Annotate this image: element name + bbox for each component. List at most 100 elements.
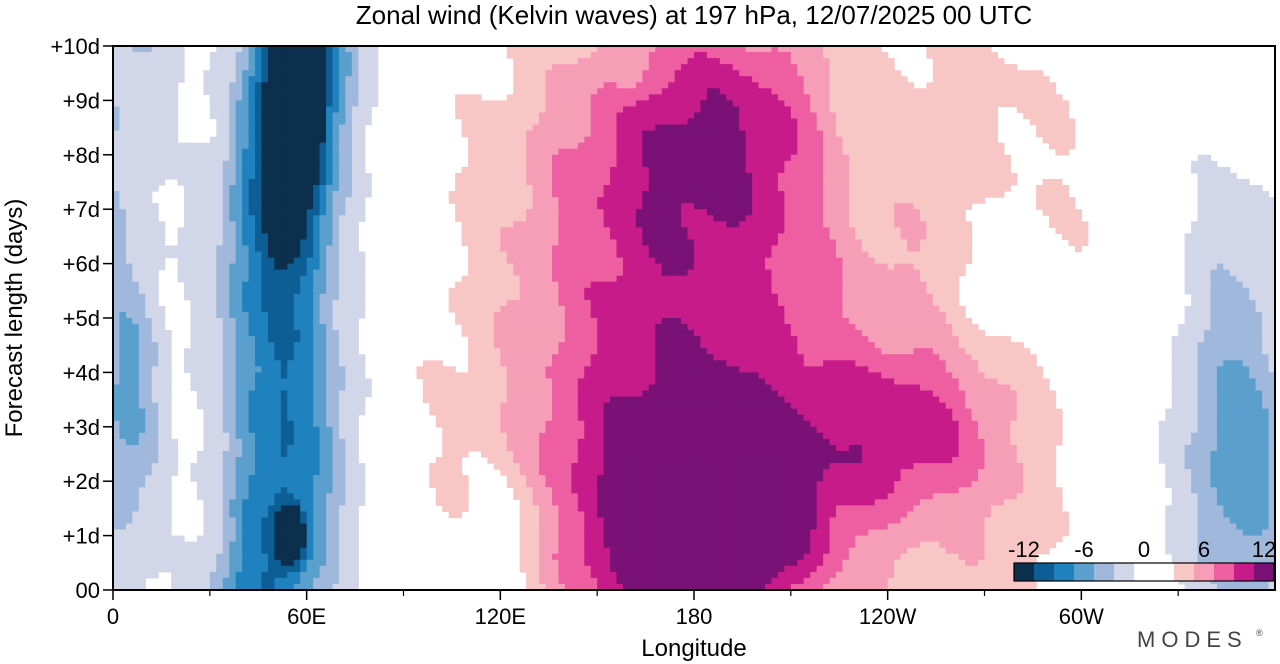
contour-cell	[119, 239, 127, 247]
contour-cell	[513, 275, 521, 283]
contour-cell	[493, 185, 501, 192]
contour-cell	[235, 215, 243, 222]
contour-cell	[990, 142, 999, 150]
contour-cell	[203, 142, 211, 150]
contour-cell	[261, 251, 269, 259]
contour-cell	[765, 112, 773, 120]
contour-cell	[629, 215, 637, 222]
contour-cell	[661, 209, 669, 216]
contour-cell	[719, 130, 727, 138]
contour-cell	[984, 46, 992, 53]
contour-cell	[719, 76, 727, 83]
contour-cell	[306, 227, 314, 234]
contour-cell	[216, 178, 224, 186]
contour-cell	[726, 82, 734, 89]
contour-cell	[616, 52, 624, 59]
contour-cell	[125, 58, 133, 65]
contour-cell	[590, 185, 598, 192]
contour-cell	[280, 154, 288, 162]
contour-cell	[629, 227, 637, 234]
contour-cell	[371, 88, 379, 95]
contour-cell	[267, 136, 275, 144]
contour-cell	[694, 209, 702, 216]
contour-cell	[616, 227, 624, 234]
contour-cell	[287, 233, 295, 241]
contour-cell	[971, 100, 979, 108]
contour-cell	[907, 263, 915, 271]
contour-cell	[616, 191, 624, 198]
contour-cell	[229, 269, 237, 277]
contour-cell	[235, 148, 243, 156]
contour-cell	[1262, 257, 1270, 265]
contour-cell	[151, 70, 159, 77]
contour-cell	[1010, 178, 1018, 186]
contour-cell	[1049, 136, 1057, 144]
contour-cell	[803, 148, 811, 156]
contour-cell	[861, 172, 869, 180]
contour-cell	[861, 197, 869, 204]
contour-cell	[668, 82, 676, 89]
contour-cell	[584, 227, 592, 234]
contour-cell	[823, 76, 831, 83]
contour-cell	[997, 166, 1005, 174]
contour-cell	[1223, 233, 1231, 241]
contour-cell	[242, 239, 250, 247]
contour-cell	[519, 257, 527, 265]
contour-cell	[803, 178, 811, 186]
contour-cell	[513, 136, 521, 144]
contour-cell	[622, 239, 631, 247]
contour-cell	[597, 100, 605, 108]
contour-cell	[926, 118, 934, 126]
contour-cell	[752, 148, 760, 156]
contour-cell	[1049, 124, 1057, 132]
contour-cell	[577, 154, 585, 162]
contour-cell	[978, 88, 986, 95]
contour-cell	[287, 94, 295, 101]
contour-cell	[745, 209, 753, 216]
contour-cell	[752, 52, 760, 59]
contour-cell	[655, 239, 663, 247]
contour-cell	[932, 148, 940, 156]
contour-cell	[1061, 136, 1070, 144]
contour-cell	[455, 203, 463, 210]
contour-cell	[1268, 269, 1275, 277]
contour-cell	[629, 124, 637, 132]
contour-cell	[790, 100, 798, 108]
contour-cell	[965, 100, 973, 108]
contour-cell	[203, 76, 211, 83]
contour-cell	[719, 112, 727, 120]
contour-cell	[706, 269, 714, 277]
contour-cell	[1049, 94, 1057, 101]
contour-cell	[261, 70, 269, 77]
contour-cell	[293, 94, 301, 101]
contour-cell	[700, 118, 708, 126]
contour-cell	[810, 94, 818, 101]
contour-cell	[668, 245, 676, 253]
contour-cell	[732, 106, 740, 114]
contour-cell	[364, 70, 372, 77]
contour-cell	[1023, 76, 1031, 83]
contour-cell	[487, 172, 495, 180]
contour-cell	[287, 52, 295, 59]
contour-cell	[119, 209, 127, 216]
contour-cell	[474, 275, 482, 283]
contour-cell	[868, 172, 876, 180]
contour-cell	[480, 178, 489, 186]
contour-cell	[274, 251, 282, 259]
contour-cell	[138, 239, 146, 247]
contour-cell	[1216, 245, 1224, 253]
contour-cell	[1003, 100, 1011, 108]
contour-cell	[952, 112, 960, 120]
contour-cell	[739, 281, 747, 289]
contour-cell	[629, 52, 637, 59]
contour-cell	[797, 203, 805, 210]
contour-cell	[132, 221, 140, 228]
contour-cell	[584, 82, 592, 89]
contour-cell	[526, 215, 534, 222]
contour-cell	[803, 142, 811, 150]
contour-cell	[1036, 70, 1044, 77]
contour-cell	[300, 269, 308, 277]
contour-cell	[590, 197, 598, 204]
contour-cell	[293, 64, 301, 71]
contour-cell	[274, 281, 282, 289]
